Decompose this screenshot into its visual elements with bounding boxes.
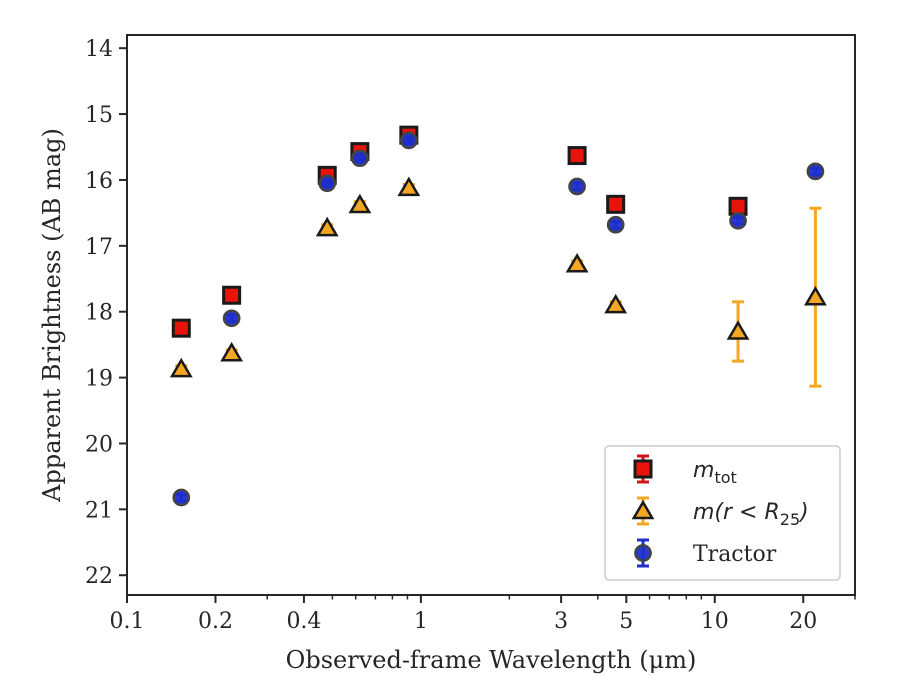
x-tick-label: 0.4: [286, 609, 321, 634]
legend-entry-0: mtot: [633, 454, 737, 487]
x-tick-label: 20: [789, 609, 817, 634]
data-point: [318, 174, 337, 193]
legend-label: Tractor: [693, 542, 777, 567]
legend-entry-1: m(r < R25): [631, 496, 809, 529]
data-point: [606, 194, 626, 214]
y-tick-label: 15: [85, 103, 113, 128]
x-tick-label: 10: [701, 609, 729, 634]
data-point: [222, 309, 241, 328]
series-1: [169, 176, 827, 388]
data-point: [565, 252, 589, 273]
data-point: [729, 211, 747, 230]
x-tick-label: 1: [414, 609, 428, 634]
data-point: [169, 357, 193, 378]
x-tick-label: 3: [554, 609, 568, 634]
legend-label: m(r < R25): [693, 500, 809, 529]
data-point: [606, 215, 625, 234]
data-point: [351, 149, 369, 168]
axes: 0.1 0.2 0.4 1 3 5 10 20 14 15 16 17 18 19 20 21 22: [85, 34, 856, 634]
legend-frame: [604, 445, 841, 581]
legend-marker: [631, 499, 655, 520]
data-point: [348, 193, 372, 214]
y-tick-label: 14: [85, 37, 113, 62]
data-point: [728, 196, 748, 216]
legend-label: mtot: [693, 458, 737, 487]
data-point: [567, 146, 587, 166]
y-tick-label: 17: [85, 235, 113, 260]
series-0: [171, 125, 748, 338]
legend-entry-2: Tractor: [634, 538, 777, 568]
plot-frame: [126, 34, 856, 596]
legend: mtot m(r < R25) Tractor: [604, 445, 841, 581]
y-axis-label: Apparent Brightness (AB mag): [38, 128, 66, 503]
x-axis-label: Observed-frame Wavelength (μm): [286, 646, 697, 674]
y-tick-label: 20: [85, 432, 113, 457]
data-point: [222, 285, 242, 305]
legend-marker: [634, 544, 652, 562]
x-tick-label: 5: [619, 609, 633, 634]
data-point: [315, 216, 339, 237]
x-tick-label: 0.2: [198, 609, 233, 634]
x-tick-label: 0.1: [110, 609, 145, 634]
y-tick-label: 21: [85, 498, 113, 523]
data-point: [803, 285, 827, 306]
data-point: [172, 488, 191, 507]
series-2: [172, 131, 825, 507]
y-tick-label: 16: [85, 169, 113, 194]
data-point: [604, 293, 628, 314]
data-point: [806, 162, 825, 181]
y-tick-label: 18: [85, 301, 113, 326]
data-point: [220, 341, 244, 362]
plot-area: [169, 125, 827, 507]
data-point: [568, 177, 586, 196]
data-point: [400, 131, 418, 150]
data-point: [171, 318, 191, 338]
data-point: [397, 176, 421, 197]
y-tick-label: 22: [85, 564, 113, 589]
legend-marker: [633, 459, 653, 479]
data-point: [726, 320, 750, 340]
y-tick-label: 19: [85, 367, 113, 392]
